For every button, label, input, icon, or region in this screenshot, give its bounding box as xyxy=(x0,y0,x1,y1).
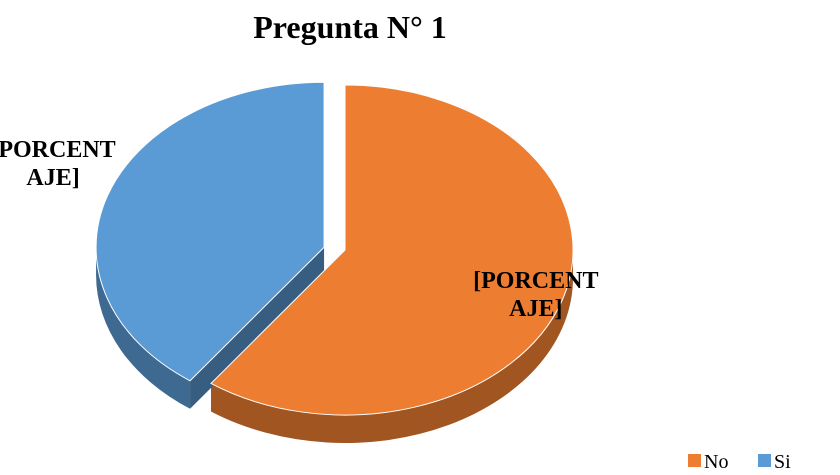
legend-swatch xyxy=(758,454,771,467)
data-label: [PORCENTAJE] xyxy=(0,136,116,191)
slice xyxy=(210,84,574,416)
slice-cut xyxy=(190,247,325,409)
legend-label: Si xyxy=(774,451,791,473)
legend-label: No xyxy=(704,451,728,473)
slice-side xyxy=(96,247,191,409)
legend-swatch xyxy=(688,454,701,467)
data-label: [PORCENTAJE] xyxy=(473,267,599,322)
chart-title: Pregunta N° 1 xyxy=(253,9,447,45)
slice xyxy=(95,81,325,382)
slice-side xyxy=(210,250,573,443)
